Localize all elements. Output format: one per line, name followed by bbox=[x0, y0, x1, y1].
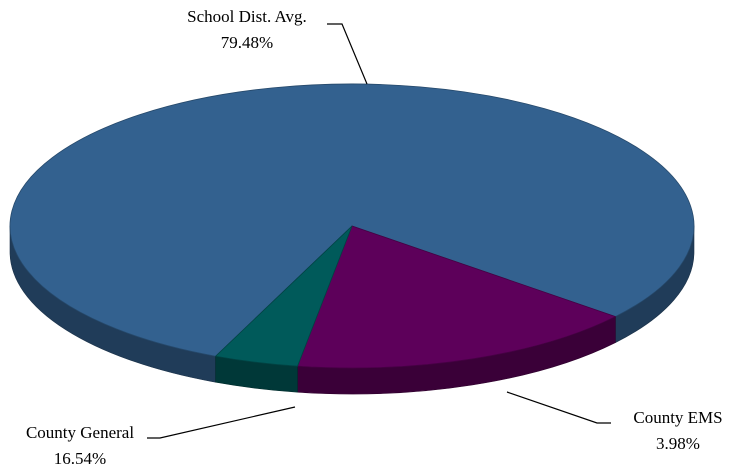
leader-school-dist bbox=[327, 23, 368, 85]
pie-slice-0 bbox=[9, 83, 695, 357]
slice-label-county-general: County General bbox=[26, 423, 134, 442]
leader-county-general bbox=[147, 406, 296, 439]
slice-value-county-ems: 3.98% bbox=[656, 434, 700, 453]
pie-sides bbox=[9, 225, 695, 395]
slice-value-county-general: 16.54% bbox=[54, 449, 106, 468]
pie-slice-2 bbox=[214, 225, 353, 367]
slice-label-county-ems: County EMS bbox=[633, 408, 722, 427]
pie-leaders bbox=[147, 23, 611, 439]
leader-county-ems bbox=[506, 391, 611, 424]
pie-tops bbox=[9, 83, 695, 369]
slice-value-school-dist: 79.48% bbox=[221, 33, 273, 52]
slice-label-school-dist: School Dist. Avg. bbox=[187, 7, 307, 26]
pie-slice-1 bbox=[296, 225, 617, 369]
